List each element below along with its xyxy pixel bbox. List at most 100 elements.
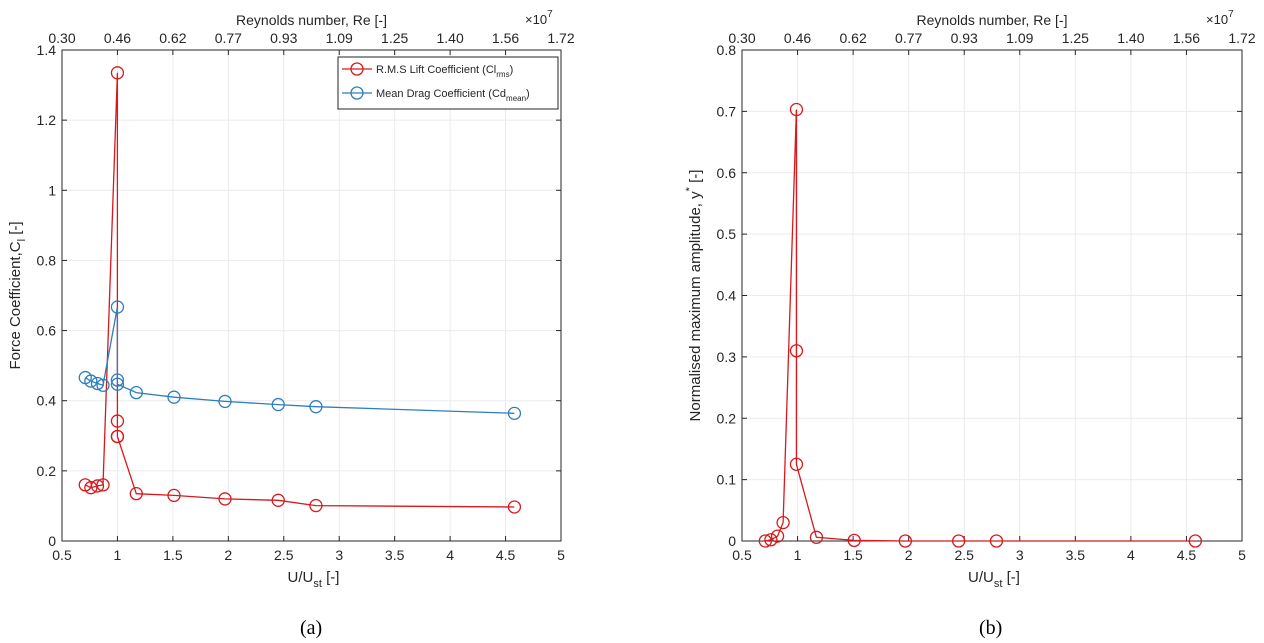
y-axis-label-tail: [-] [7, 221, 24, 239]
data-point-0 [271, 493, 285, 507]
top-axis-multiplier: ×107 [1206, 9, 1234, 27]
x-axis-label-tail: [-] [322, 569, 340, 586]
data-point-1 [309, 400, 323, 414]
top-tick-label: 1.09 [326, 30, 353, 46]
data-point-0 [764, 533, 778, 547]
y-tick-label: 1.4 [37, 42, 57, 58]
top-axis-multiplier: ×107 [525, 9, 553, 27]
x-tick-label: 3 [335, 547, 343, 563]
top-tick-label: 0.30 [728, 30, 755, 46]
top-axis-label: Reynolds number, Re [-] [917, 12, 1068, 28]
data-point-1 [507, 406, 522, 420]
x-tick-label: 2 [905, 547, 913, 563]
x-tick-label: 4.5 [496, 547, 516, 563]
top-tick-label: 1.72 [1228, 30, 1255, 46]
data-point-1 [90, 376, 105, 391]
data-point-1 [271, 397, 285, 412]
top-tick-label: 0.46 [104, 30, 131, 46]
y-tick-label: 0.8 [37, 252, 57, 268]
data-point-1 [110, 377, 125, 391]
series-line-0 [765, 109, 1196, 542]
x-tick-label: 1 [794, 547, 802, 563]
top-tick-label: 0.77 [215, 30, 242, 46]
data-point-0 [952, 534, 966, 548]
x-axis-label: U/Ust [-] [288, 569, 340, 590]
data-point-0 [989, 534, 1004, 548]
data-point-0 [847, 533, 861, 548]
legend-label-tail: ) [526, 88, 530, 100]
data-point-0 [129, 487, 143, 501]
x-axis-label-tail: [-] [1002, 569, 1020, 586]
x-tick-label: 2.5 [274, 547, 294, 563]
x-tick-label: 2 [224, 547, 232, 563]
x-tick-label: 3.5 [385, 547, 405, 563]
top-tick-label: 1.72 [547, 30, 574, 46]
data-point-0 [507, 500, 522, 514]
data-point-0 [789, 344, 804, 358]
y-tick-label: 0.6 [37, 323, 57, 339]
top-tick-label: 0.30 [48, 30, 75, 46]
data-point-0 [789, 457, 804, 471]
legend-marker [350, 62, 364, 76]
top-tick-label: 1.25 [1062, 30, 1089, 46]
top-tick-label: 0.77 [895, 30, 922, 46]
x-tick-label: 4 [446, 547, 454, 563]
caption-b: (b) [979, 617, 1003, 639]
data-point-0 [110, 429, 125, 444]
x-tick-label: 1.5 [843, 547, 863, 563]
x-axis-label: U/Ust [-] [968, 569, 1020, 590]
y-axis-label-superscript: * [684, 186, 696, 191]
legend-label: Mean Drag Coefficient (Cdmean) [376, 88, 530, 103]
data-point-1 [218, 394, 232, 409]
data-point-0 [96, 478, 110, 492]
legend-marker [350, 86, 364, 100]
gridlines [742, 50, 1242, 541]
top-tick-label: 1.09 [1006, 30, 1033, 46]
data-point-0 [110, 66, 125, 80]
data-point-0 [789, 102, 804, 117]
chart-0: 0.5 1 1.5 2 2.5 3 3.5 4 4.5 5 0.30 0.46 0.62 0.77 0.93… [7, 9, 575, 590]
data-point-0 [84, 481, 98, 495]
x-tick-label: 3 [1016, 547, 1024, 563]
legend-box [337, 56, 559, 110]
data-point-1 [84, 374, 98, 388]
top-tick-label: 0.62 [839, 30, 866, 46]
top-tick-label: 0.62 [159, 30, 186, 46]
y-tick-label: 0.7 [717, 103, 737, 119]
y-tick-label: 0.2 [37, 463, 57, 479]
y-tick-label: 0.4 [717, 288, 737, 304]
gridlines [62, 50, 561, 541]
data-point-0 [90, 479, 105, 493]
data-point-1 [167, 390, 181, 404]
data-point-0 [309, 498, 323, 513]
top-axis-label: Reynolds number, Re [-] [236, 12, 387, 28]
top-tick-label: 0.93 [951, 30, 978, 46]
legend-label-subscript: mean [506, 94, 526, 103]
x-tick-label: 2.5 [954, 547, 974, 563]
top-axis-multiplier-exponent: 7 [547, 9, 553, 20]
data-point-0 [776, 515, 790, 530]
y-axis-label-tail: [-] [687, 170, 704, 188]
y-axis-label: Force Coefficient,Cl [-] [7, 221, 28, 369]
y-tick-label: 0.5 [717, 226, 737, 242]
x-tick-label: 1 [114, 547, 122, 563]
top-tick-label: 1.40 [436, 30, 463, 46]
y-tick-label: 0.4 [37, 393, 57, 409]
x-tick-label: 0.5 [52, 547, 72, 563]
data-point-1 [110, 373, 125, 387]
top-axis-multiplier-exponent: 7 [1228, 9, 1234, 20]
y-tick-label: 1.2 [37, 112, 57, 128]
y-tick-label: 0 [48, 533, 56, 549]
y-tick-label: 0.3 [717, 349, 737, 365]
y-tick-label: 0.1 [717, 472, 737, 488]
y-tick-label: 1 [48, 182, 56, 198]
top-tick-label: 1.56 [492, 30, 519, 46]
legend-label: R.M.S Lift Coefficient (Clrms) [376, 64, 513, 79]
y-axis-label: Normalised maximum amplitude, y* [-] [684, 170, 704, 422]
data-point-1 [96, 378, 110, 392]
y-tick-label: 0.2 [717, 410, 737, 426]
x-tick-label: 3.5 [1066, 547, 1086, 563]
data-point-0 [1188, 534, 1202, 548]
x-tick-label: 4.5 [1177, 547, 1197, 563]
x-tick-label: 5 [1238, 547, 1246, 563]
